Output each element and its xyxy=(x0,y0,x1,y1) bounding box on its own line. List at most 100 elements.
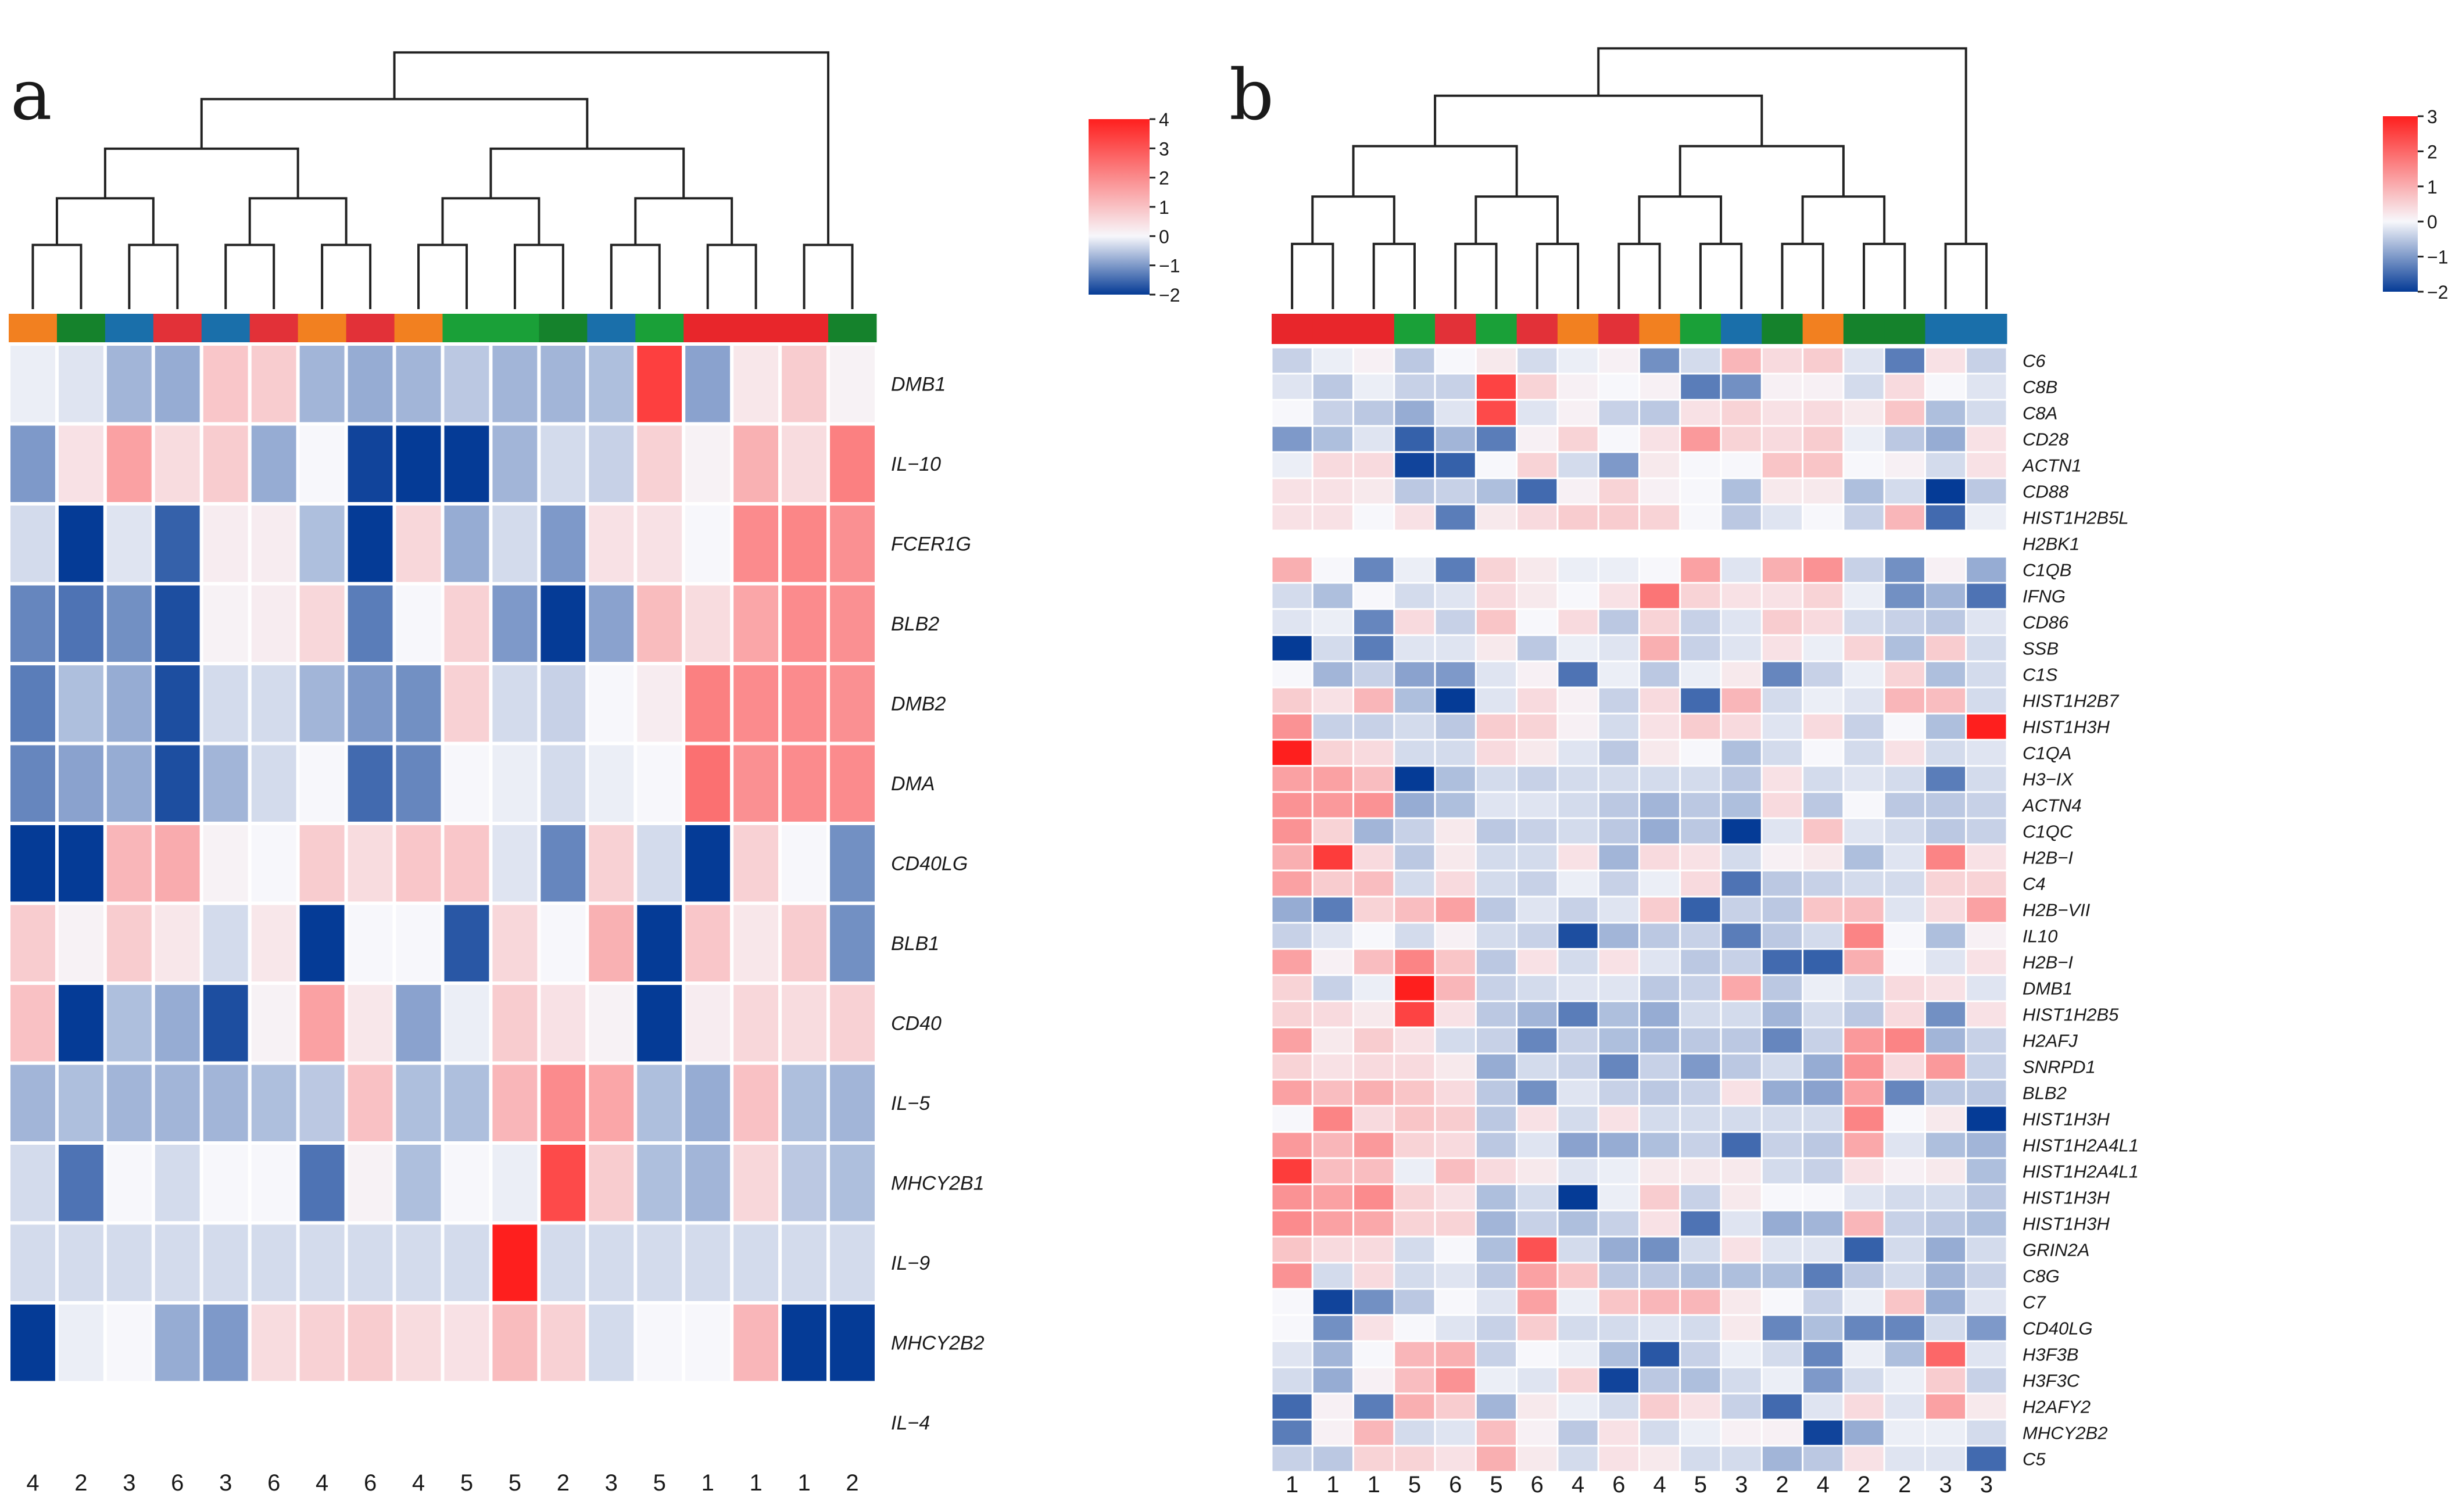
heatmap-cell xyxy=(344,901,396,985)
heatmap-cell xyxy=(1720,1418,1763,1447)
heatmap-cell xyxy=(1556,1052,1599,1081)
heatmap-cell xyxy=(1842,974,1885,1002)
heatmap-cell xyxy=(1638,1052,1681,1081)
heatmap-cell xyxy=(1434,686,1477,715)
heatmap-cell xyxy=(1802,1131,1845,1159)
heatmap-cell xyxy=(199,981,252,1065)
heatmap-cell xyxy=(1760,1079,1804,1107)
heatmap-cell xyxy=(1965,765,2008,793)
heatmap-cell xyxy=(1638,1105,1681,1133)
heatmap-cell xyxy=(489,1141,541,1225)
heatmap-cell xyxy=(1597,1000,1640,1029)
heatmap-cell xyxy=(7,662,59,746)
heatmap-cell xyxy=(1352,582,1395,610)
dendrogram-branch xyxy=(1535,242,1580,309)
heatmap-cell xyxy=(1311,346,1355,375)
dendrogram-branch xyxy=(1454,242,1498,309)
heatmap-cell xyxy=(1474,556,1518,584)
heatmap-cell xyxy=(1474,791,1518,819)
heatmap-cell xyxy=(489,1061,541,1145)
dendrogram-branch xyxy=(417,243,468,309)
heatmap-cell xyxy=(1760,451,1804,479)
group-annotation-cell xyxy=(732,314,781,344)
heatmap-cell xyxy=(1924,1235,1967,1264)
heatmap-cell xyxy=(1556,425,1599,453)
column-label: 1 xyxy=(701,1470,714,1496)
heatmap-cell xyxy=(1924,477,1967,506)
heatmap-cell xyxy=(1842,503,1885,532)
heatmap-cell xyxy=(1352,974,1395,1002)
heatmap-cell xyxy=(585,981,638,1065)
row-label: H3F3C xyxy=(2023,1370,2080,1391)
heatmap-cell xyxy=(1556,372,1599,401)
heatmap-cell xyxy=(1965,1418,2008,1447)
row-label: H2B−I xyxy=(2023,952,2073,972)
heatmap-cell xyxy=(55,1141,107,1225)
heatmap-cell xyxy=(344,981,396,1065)
heatmap-cell xyxy=(1270,1157,1313,1185)
heatmap-cell xyxy=(826,662,878,746)
heatmap-cell xyxy=(682,1061,734,1145)
heatmap-cell xyxy=(489,1221,541,1305)
row-label: IL10 xyxy=(2023,926,2057,946)
row-label: IL−4 xyxy=(891,1412,930,1434)
heatmap-cell xyxy=(1270,556,1313,584)
heatmap-cell xyxy=(1597,1392,1640,1421)
heatmap-cell xyxy=(1720,1262,1763,1290)
heatmap-cell xyxy=(1516,1183,1559,1212)
heatmap-cell xyxy=(1352,1288,1395,1316)
row-label: C5 xyxy=(2023,1449,2046,1469)
heatmap-cell xyxy=(489,662,541,746)
heatmap-cell xyxy=(778,822,831,905)
heatmap-cell xyxy=(1393,608,1436,636)
heatmap-cell xyxy=(1597,1209,1640,1238)
heatmap-cell xyxy=(1965,451,2008,479)
heatmap-cell xyxy=(1393,346,1436,375)
heatmap-cell xyxy=(1434,477,1477,506)
column-label: 3 xyxy=(123,1470,135,1496)
heatmap-cell xyxy=(1270,1418,1313,1447)
heatmap-cell xyxy=(1556,1392,1599,1421)
column-label: 3 xyxy=(605,1470,618,1496)
heatmap-cell xyxy=(585,342,638,426)
group-annotation-cell xyxy=(105,314,154,344)
heatmap-cell xyxy=(1556,1105,1599,1133)
heatmap-cell xyxy=(1638,1314,1681,1342)
heatmap-cell xyxy=(1434,1079,1477,1107)
heatmap-cell xyxy=(1434,948,1477,976)
heatmap-cell xyxy=(1720,895,1763,924)
heatmap-cell xyxy=(1270,1000,1313,1029)
heatmap-cell xyxy=(1556,634,1599,662)
heatmap-cell xyxy=(1311,608,1355,636)
heatmap-cell xyxy=(1679,1079,1722,1107)
heatmap-cell xyxy=(1393,869,1436,898)
group-annotation-cell xyxy=(683,314,732,344)
heatmap-cell xyxy=(1679,765,1722,793)
heatmap-cell xyxy=(1352,556,1395,584)
heatmap-cell xyxy=(1393,739,1436,767)
heatmap-cell xyxy=(1802,346,1845,375)
heatmap-cell xyxy=(151,422,203,506)
heatmap-cell xyxy=(1352,1262,1395,1290)
row-label: DMA xyxy=(891,773,935,795)
group-annotation-cell xyxy=(491,314,539,344)
heatmap-cell xyxy=(1924,346,1967,375)
legend-tick-label: −2 xyxy=(2427,282,2448,303)
group-annotation-cell xyxy=(780,314,829,344)
heatmap-cell xyxy=(633,901,686,985)
heatmap-cell xyxy=(392,1061,445,1145)
heatmap-cell xyxy=(1516,869,1559,898)
heatmap-cell xyxy=(1597,477,1640,506)
heatmap-cell xyxy=(1516,1209,1559,1238)
heatmap-cell xyxy=(1679,1052,1722,1081)
heatmap-cell xyxy=(1679,451,1722,479)
heatmap-cell xyxy=(1434,712,1477,741)
heatmap-cell xyxy=(1556,1314,1599,1342)
heatmap-cell xyxy=(1760,660,1804,689)
heatmap-cell xyxy=(1474,1445,1518,1473)
column-label: 1 xyxy=(1368,1472,1380,1497)
heatmap-cell xyxy=(1474,1079,1518,1107)
heatmap-cell xyxy=(489,422,541,506)
heatmap-cell xyxy=(1556,1366,1599,1395)
heatmap-cell xyxy=(103,901,155,985)
